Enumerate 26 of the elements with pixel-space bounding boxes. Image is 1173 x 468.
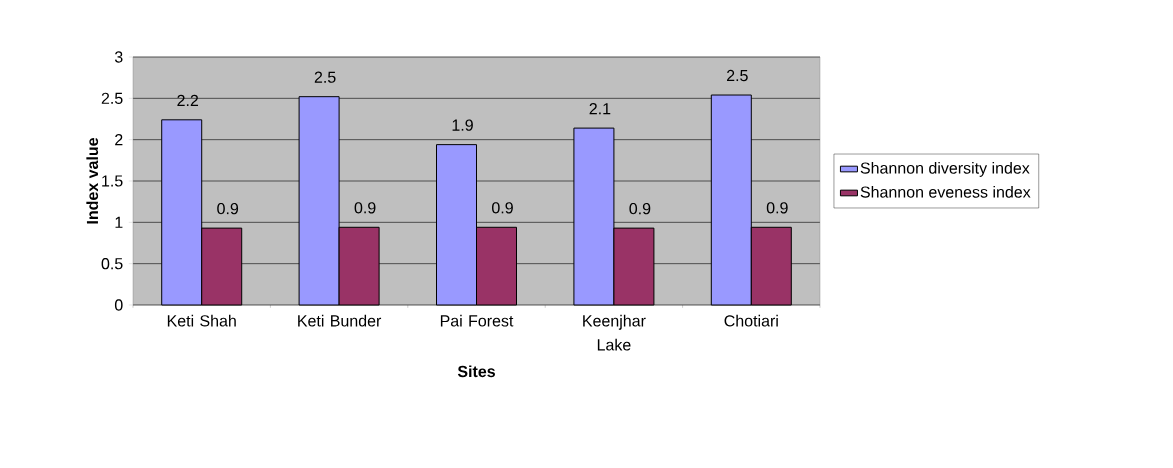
y-axis-title: Index value xyxy=(86,137,99,224)
legend-label: Shannon eveness index xyxy=(860,185,1031,198)
y-tick-label: 3 xyxy=(114,51,123,63)
x-tick-label: Keti Bunder xyxy=(298,314,382,327)
x-axis-title: Sites xyxy=(457,365,495,378)
x-tick-label: Chotiari xyxy=(724,314,778,327)
data-label: 0.9 xyxy=(492,202,513,214)
x-tick-label: Keti Shah xyxy=(167,314,236,327)
y-tick-label: 0 xyxy=(114,299,123,311)
y-tick-label: 2.5 xyxy=(101,92,123,104)
x-tick-label: Keenjhar Lake xyxy=(583,314,646,351)
y-tick-label: 1.5 xyxy=(102,175,123,187)
data-label: 0.9 xyxy=(217,202,239,215)
x-tick-label: Pai Forest xyxy=(440,314,514,327)
data-label: 2.5 xyxy=(314,71,336,83)
data-label: 0.9 xyxy=(354,202,376,214)
y-tick-label: 2 xyxy=(115,134,123,146)
y-tick-label: 0.5 xyxy=(101,258,123,270)
data-label: 1.9 xyxy=(452,119,473,131)
y-tick-label: 1 xyxy=(115,216,123,228)
data-label: 2.1 xyxy=(589,103,611,115)
data-label: 0.9 xyxy=(766,202,788,214)
legend-label: Shannon diversity index xyxy=(860,162,1030,177)
data-label: 2.5 xyxy=(727,69,748,82)
data-label: 2.2 xyxy=(177,94,199,106)
data-label: 0.9 xyxy=(629,202,651,215)
